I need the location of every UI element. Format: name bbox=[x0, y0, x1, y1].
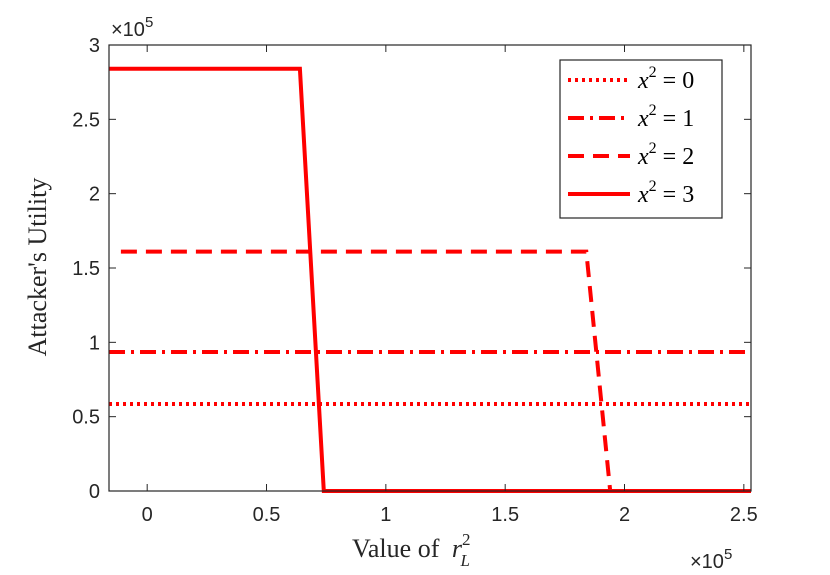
legend-label-1: x2 = 1 bbox=[637, 102, 694, 132]
x-tick-label: 0.5 bbox=[253, 504, 281, 526]
y-tick-label: 0 bbox=[89, 481, 100, 503]
x-tick-label: 1 bbox=[380, 504, 391, 526]
x-axis-label: Value of r2 L bbox=[352, 530, 470, 570]
y-tick-label: 3 bbox=[89, 35, 100, 57]
y-tick-label: 1.5 bbox=[72, 258, 100, 280]
x-tick-label: 1.5 bbox=[491, 504, 519, 526]
legend-label-2: x2 = 2 bbox=[637, 140, 694, 170]
y-tick-label: 1 bbox=[89, 332, 100, 354]
y-tick-label: 2.5 bbox=[72, 109, 100, 131]
x-multiplier: ×105 bbox=[690, 546, 732, 573]
legend: x2 = 0 x2 = 1 x2 = 2 x2 = 3 bbox=[559, 59, 723, 219]
x-tick-label: 0 bbox=[142, 504, 153, 526]
legend-label-0: x2 = 0 bbox=[637, 64, 694, 94]
y-axis-label: Attacker's Utility bbox=[23, 178, 52, 357]
x-tick-label: 2 bbox=[619, 504, 630, 526]
y-tick-label: 2 bbox=[89, 184, 100, 206]
y-multiplier: ×105 bbox=[111, 14, 153, 41]
legend-box bbox=[559, 59, 723, 219]
y-tick-label: 0.5 bbox=[72, 407, 100, 429]
legend-label-3: x2 = 3 bbox=[637, 178, 694, 208]
x-tick-label: 2.5 bbox=[730, 504, 758, 526]
